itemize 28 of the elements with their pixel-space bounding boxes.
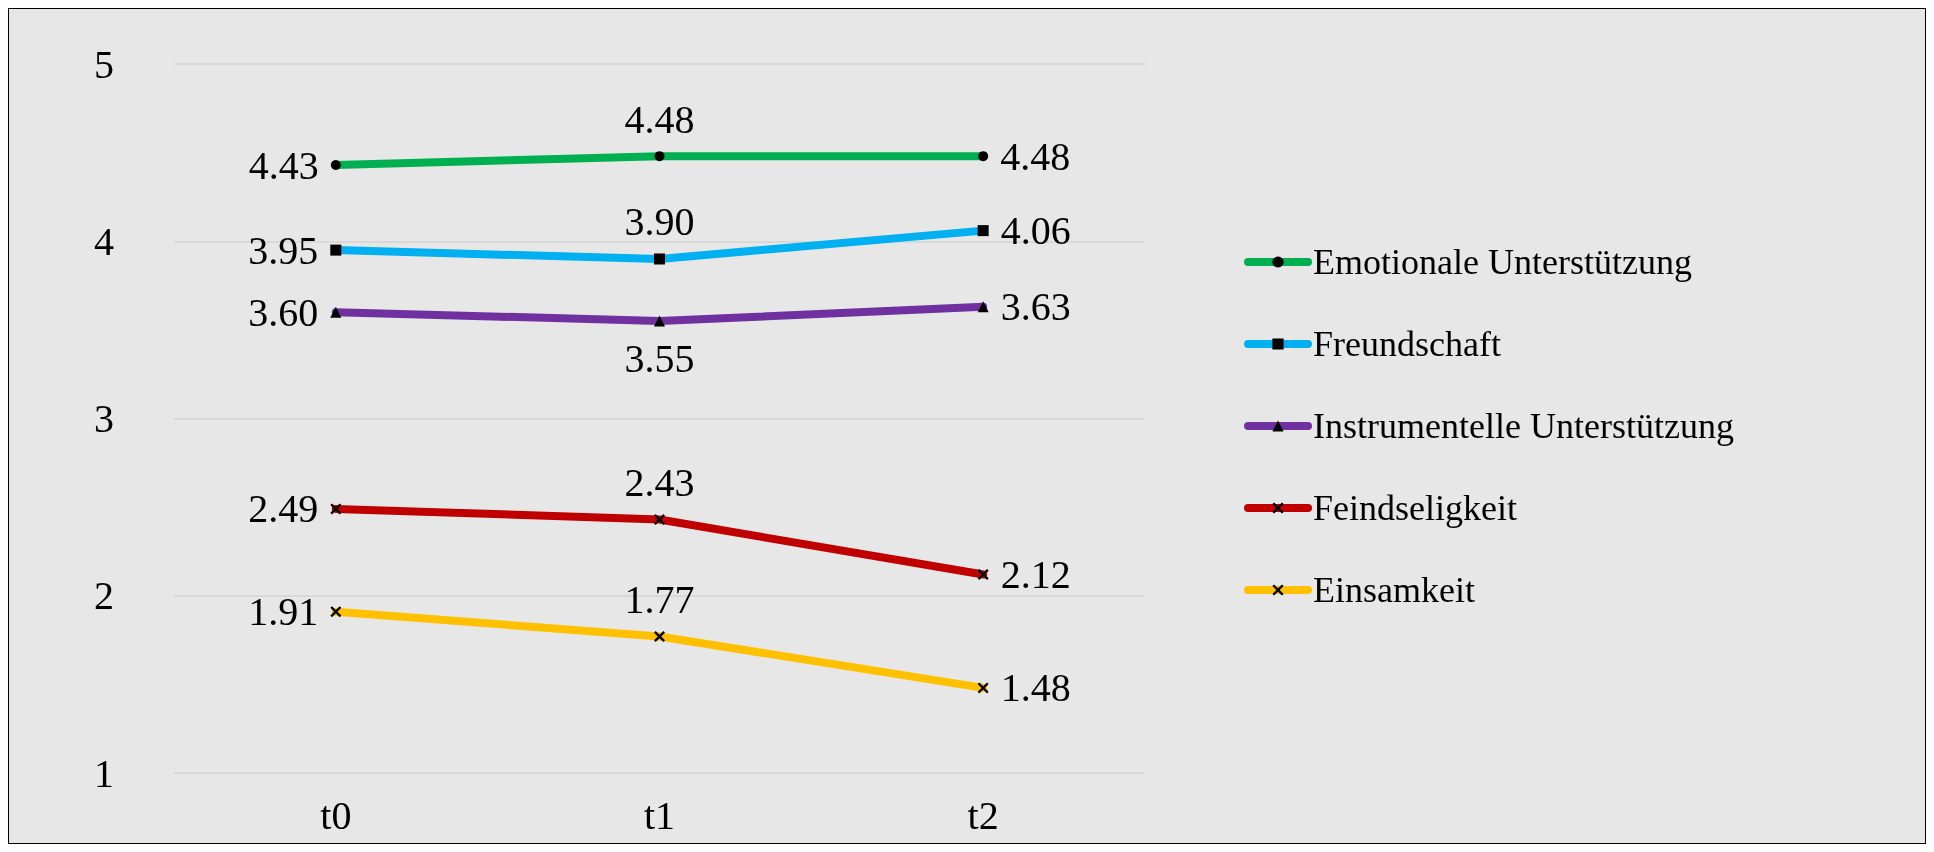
data-label: 2.12	[1000, 551, 1071, 597]
legend-label: Freundschaft	[1313, 324, 1501, 364]
y-tick-label: 5	[94, 41, 114, 87]
y-tick-label: 3	[94, 396, 114, 441]
data-label: 4.48	[624, 96, 695, 142]
y-tick-label: 2	[94, 573, 114, 619]
data-label: 3.63	[1000, 284, 1071, 330]
data-label: 2.49	[248, 486, 319, 532]
data-label: 1.48	[1000, 665, 1071, 711]
data-label: 3.60	[248, 289, 319, 335]
x-tick-label: t1	[643, 792, 676, 838]
legend-label: Feindseligkeit	[1313, 488, 1517, 528]
data-label: 1.77	[624, 576, 695, 622]
data-label: 4.43	[248, 142, 319, 188]
x-tick-label: t0	[320, 792, 352, 838]
y-tick-label: 4	[94, 218, 114, 264]
data-label: 3.95	[248, 227, 319, 273]
data-label: 3.55	[624, 336, 695, 382]
data-label: 1.91	[248, 589, 319, 635]
legend-label: Einsamkeit	[1313, 570, 1475, 610]
legend-label: Instrumentelle Unterstützung	[1313, 406, 1734, 446]
y-tick-label: 1	[94, 750, 114, 796]
legend-label: Emotionale Unterstützung	[1313, 242, 1692, 282]
data-label: 3.90	[624, 198, 695, 244]
data-label: 4.48	[1000, 133, 1071, 179]
data-label: 2.43	[624, 459, 695, 505]
data-label: 4.06	[1000, 208, 1071, 254]
x-tick-label: t2	[967, 792, 999, 838]
